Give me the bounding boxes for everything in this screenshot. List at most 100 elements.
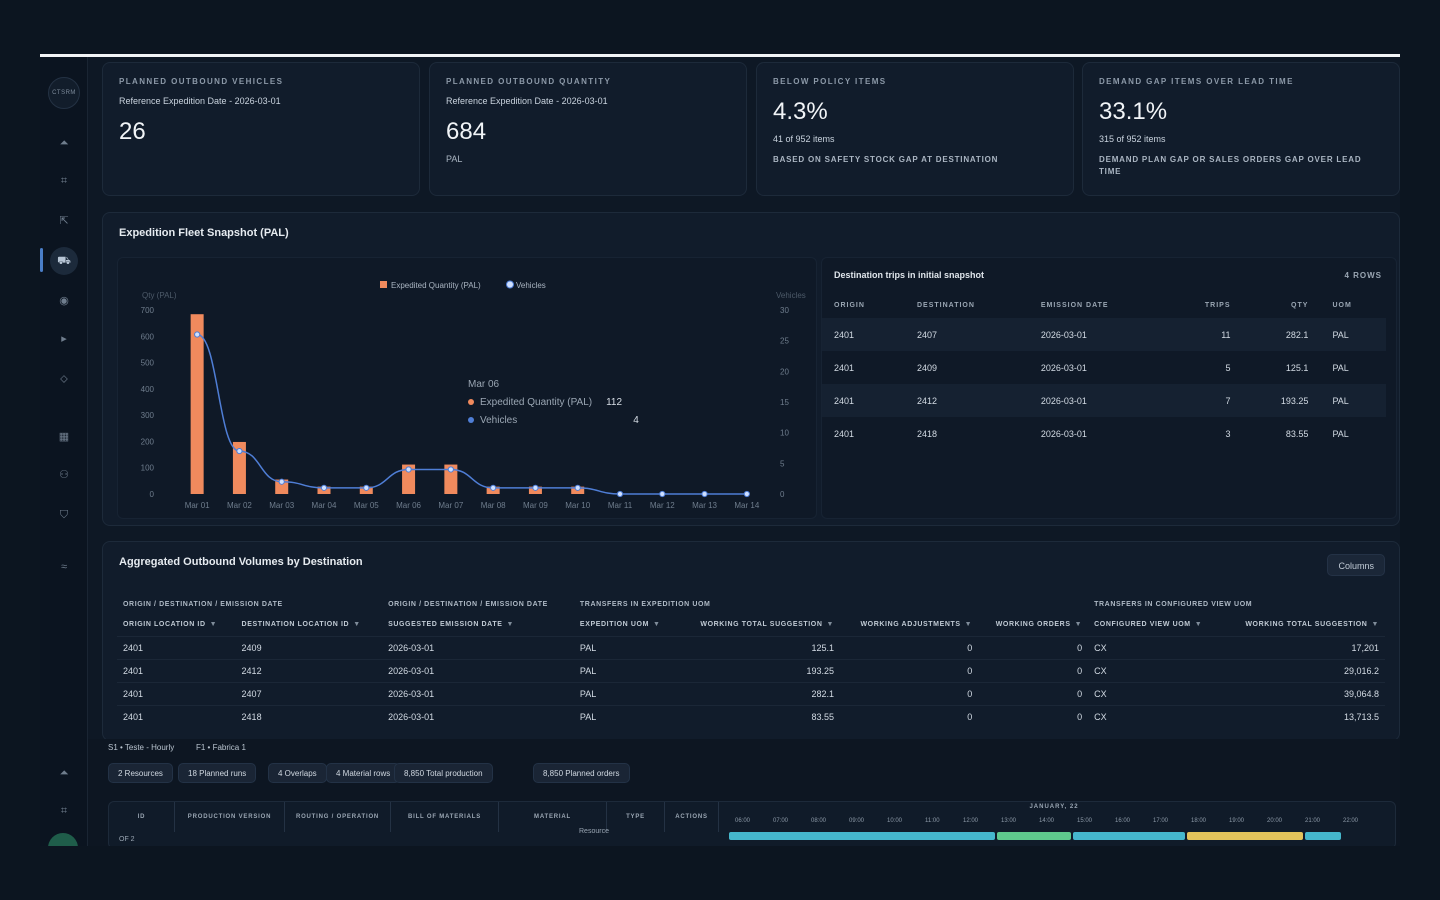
column-header[interactable]: Configured view UOM ▼ xyxy=(1088,614,1222,636)
line-point[interactable] xyxy=(701,490,708,498)
org-icon[interactable]: ⌗ xyxy=(60,805,68,817)
filter-icon[interactable]: ▼ xyxy=(209,621,218,629)
gantt-column-header[interactable]: Routing / Operation xyxy=(285,802,391,832)
people-icon[interactable]: ⚇ xyxy=(59,469,69,481)
summary-chip[interactable]: 4 Material rows xyxy=(326,763,401,783)
bar-mark[interactable] xyxy=(402,464,416,494)
eye-icon[interactable]: ◉ xyxy=(59,295,69,307)
truck-icon[interactable]: ⛟ xyxy=(50,247,78,275)
table-row[interactable]: 2401 2409 2026-03-01 PAL 125.1 0 0 CX 17,201 xyxy=(117,635,1385,659)
line-point[interactable] xyxy=(532,484,539,491)
column-header[interactable]: Working total suggestion ▼ xyxy=(677,614,840,636)
gantt-bar[interactable] xyxy=(1305,832,1341,840)
gantt-hour-label: 07:00 xyxy=(773,818,789,824)
table-row[interactable]: 2401 2409 2026-03-01 5 125.1 PAL xyxy=(822,351,1386,384)
column-header[interactable]: Origin xyxy=(834,301,865,309)
table-cell: 2401 xyxy=(117,658,236,682)
column-header[interactable]: Working adjustments ▼ xyxy=(840,614,978,636)
filter-icon[interactable]: ▼ xyxy=(1371,621,1379,629)
line-point[interactable] xyxy=(447,466,454,473)
column-header[interactable]: Trips xyxy=(1204,301,1231,309)
table-row[interactable]: 2401 2412 2026-03-01 7 193.25 PAL xyxy=(822,384,1386,417)
summary-chip[interactable]: 8,850 Total production xyxy=(394,763,493,783)
kpi-demand-gap: Demand gap items over lead time 33.1% 31… xyxy=(1082,62,1400,196)
column-header[interactable]: Expedition UOM ▼ xyxy=(574,614,677,636)
line-point[interactable] xyxy=(616,490,624,498)
gantt-bar[interactable] xyxy=(1073,832,1185,840)
table-cell: 2412 xyxy=(235,658,383,682)
gantt-column-header[interactable]: ID xyxy=(109,802,175,832)
y-tick-label: 100 xyxy=(141,464,155,473)
shield-icon[interactable]: ⛉ xyxy=(59,509,69,521)
play-icon[interactable]: ▸ xyxy=(61,333,67,345)
column-header[interactable]: Origin location ID ▼ xyxy=(117,614,236,636)
line-point[interactable] xyxy=(236,447,243,455)
gantt-row-id[interactable]: OF 2 xyxy=(119,836,135,843)
line-point[interactable] xyxy=(363,484,370,491)
line-point[interactable] xyxy=(278,478,285,485)
filter-icon[interactable]: ▼ xyxy=(1194,621,1203,629)
fleet-chart-svg[interactable]: Qty (PAL) Vehicles 0 100 200 300 400 500 600 700 0… xyxy=(118,258,818,520)
user-avatar[interactable]: ● xyxy=(48,833,78,846)
tag-icon[interactable]: ⬦ xyxy=(60,373,68,385)
column-header[interactable]: Working orders ▼ xyxy=(978,614,1088,636)
gantt-column-header[interactable]: Actions xyxy=(665,802,719,832)
filter-icon[interactable]: ▼ xyxy=(506,621,514,629)
production-strip: S1 • Teste - Hourly F1 • Fabrica 1 2 Res… xyxy=(88,739,1400,846)
table-row[interactable]: 2401 2418 2026-03-01 PAL 83.55 0 0 CX 13,713.5 xyxy=(117,704,1385,728)
column-header[interactable]: Emission date xyxy=(1040,301,1109,309)
kpi-note: Based on safety stock gap at destination xyxy=(773,155,999,164)
summary-chip[interactable]: 8,850 Planned orders xyxy=(533,763,630,783)
chart-icon[interactable]: ≈ xyxy=(60,561,68,573)
column-header[interactable]: UOM xyxy=(1332,301,1352,309)
gantt-column-header[interactable]: Production version xyxy=(175,802,285,832)
line-point[interactable] xyxy=(574,484,581,491)
app-logo[interactable]: CTSRM xyxy=(48,77,80,109)
column-header[interactable]: Qty xyxy=(1291,301,1309,309)
filter-icon[interactable]: ▼ xyxy=(353,621,361,629)
scenario-label[interactable]: S1 • Teste - Hourly xyxy=(108,743,175,752)
table-row[interactable]: 2401 2407 2026-03-01 PAL 282.1 0 0 CX 39,064.8 xyxy=(117,681,1385,705)
column-header[interactable]: Destination xyxy=(916,301,975,309)
gantt-bar[interactable] xyxy=(1187,832,1303,840)
gantt-column-header[interactable]: Bill of materials xyxy=(391,802,499,832)
table-row[interactable]: 2401 2407 2026-03-01 11 282.1 PAL xyxy=(822,318,1386,351)
table-cell: 11 xyxy=(1167,318,1243,351)
export-icon[interactable]: ⇱ xyxy=(59,215,69,227)
column-header[interactable]: Working total suggestion ▼ xyxy=(1222,614,1385,636)
bar-mark[interactable] xyxy=(232,441,246,494)
filter-icon[interactable]: ▼ xyxy=(826,621,835,629)
upload-icon[interactable]: ⏶ xyxy=(59,137,69,149)
filter-icon[interactable]: ▼ xyxy=(653,621,661,629)
line-point[interactable] xyxy=(743,490,750,498)
summary-chip[interactable]: 4 Overlaps xyxy=(268,763,327,783)
gantt-bar[interactable] xyxy=(729,832,995,840)
column-group-header: Origin / Destination / Emission date xyxy=(388,600,548,608)
table-row[interactable]: 2401 2412 2026-03-01 PAL 193.25 0 0 CX 29,016.2 xyxy=(117,658,1385,682)
calendar-icon[interactable]: ▦ xyxy=(58,431,70,443)
bar-mark[interactable] xyxy=(275,479,289,494)
filter-icon[interactable]: ▼ xyxy=(1074,621,1083,629)
upload-icon[interactable]: ⏶ xyxy=(59,767,69,779)
bar-mark[interactable] xyxy=(190,314,204,494)
gantt-bar[interactable] xyxy=(997,832,1071,840)
org-icon[interactable]: ⌗ xyxy=(60,175,68,187)
x-tick-label: Mar 08 xyxy=(481,501,506,510)
line-point[interactable] xyxy=(194,331,201,338)
filter-icon[interactable]: ▼ xyxy=(964,621,973,629)
column-header[interactable]: Destination location ID ▼ xyxy=(236,614,383,636)
line-point[interactable] xyxy=(490,484,497,491)
line-point[interactable] xyxy=(320,484,328,491)
factory-label[interactable]: F1 • Fabrica 1 xyxy=(196,743,246,752)
table-row[interactable]: 2401 2418 2026-03-01 3 83.55 PAL xyxy=(822,417,1386,450)
column-header[interactable]: Suggested emission date ▼ xyxy=(382,614,574,636)
columns-button[interactable]: Columns xyxy=(1327,554,1385,576)
gantt-column-header[interactable]: Material xyxy=(499,802,607,832)
bar-mark[interactable] xyxy=(444,464,458,494)
gantt-column-header[interactable]: Type xyxy=(607,802,665,832)
table-cell: 13,713.5 xyxy=(1222,704,1385,728)
summary-chip[interactable]: 18 Planned runs xyxy=(178,763,257,783)
summary-chip[interactable]: 2 Resources xyxy=(108,763,173,783)
line-point[interactable] xyxy=(659,490,666,498)
line-point[interactable] xyxy=(405,466,412,473)
